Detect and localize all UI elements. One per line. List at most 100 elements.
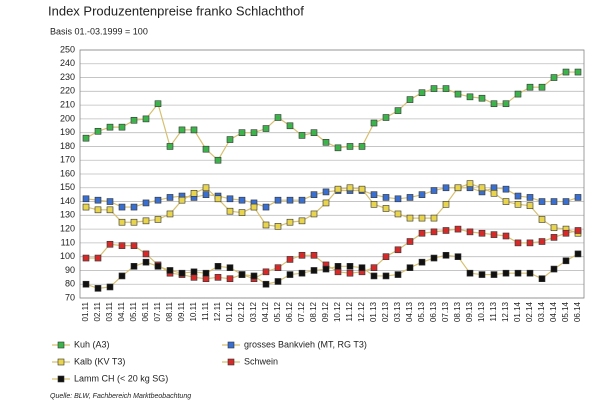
point bbox=[538, 198, 546, 205]
legend-label: Kuh (A3) bbox=[74, 339, 110, 349]
point bbox=[178, 269, 186, 277]
point bbox=[526, 194, 534, 201]
point bbox=[274, 278, 282, 285]
point bbox=[514, 269, 522, 277]
y-tick-label: 110 bbox=[61, 237, 75, 247]
point bbox=[142, 250, 150, 258]
point bbox=[262, 280, 270, 288]
y-tick-label: 220 bbox=[60, 86, 75, 96]
x-tick-label: 11.11 bbox=[201, 301, 210, 320]
point bbox=[382, 114, 390, 121]
point bbox=[358, 143, 366, 150]
x-tick-label: 08.12 bbox=[309, 301, 318, 322]
x-tick-label: 09.13 bbox=[465, 301, 474, 322]
point bbox=[346, 143, 354, 150]
point bbox=[94, 206, 102, 214]
point bbox=[286, 218, 294, 226]
point bbox=[214, 263, 222, 270]
point bbox=[190, 274, 198, 281]
x-tick-label: 01.11 bbox=[81, 301, 90, 321]
point bbox=[574, 250, 582, 258]
point bbox=[454, 253, 462, 260]
point bbox=[502, 198, 510, 205]
point bbox=[226, 207, 234, 215]
x-tick-label: 02.12 bbox=[237, 301, 246, 322]
point bbox=[154, 263, 162, 270]
y-tick-label: 150 bbox=[60, 182, 75, 192]
point bbox=[322, 188, 330, 196]
point bbox=[82, 280, 90, 288]
point bbox=[118, 272, 126, 280]
point bbox=[370, 119, 378, 127]
point bbox=[190, 189, 198, 197]
point bbox=[406, 264, 414, 271]
point bbox=[406, 238, 414, 245]
point bbox=[130, 218, 138, 226]
point bbox=[190, 126, 198, 134]
point bbox=[490, 184, 498, 192]
point bbox=[106, 206, 114, 214]
x-tick-label: 07.13 bbox=[441, 301, 450, 322]
x-tick-label: 04.13 bbox=[405, 301, 414, 322]
point bbox=[262, 268, 270, 276]
point bbox=[538, 83, 546, 91]
point bbox=[274, 264, 282, 271]
point bbox=[418, 191, 426, 198]
point bbox=[118, 123, 126, 131]
y-tick-label: 200 bbox=[60, 113, 75, 123]
x-tick-label: 02.13 bbox=[381, 301, 390, 322]
point bbox=[262, 221, 270, 229]
x-tick-label: 04.11 bbox=[117, 301, 126, 321]
point bbox=[82, 254, 90, 262]
point bbox=[394, 210, 402, 218]
legend-marker bbox=[227, 341, 235, 349]
point bbox=[418, 229, 426, 237]
point bbox=[538, 275, 546, 283]
point bbox=[310, 210, 318, 218]
point bbox=[322, 199, 330, 207]
point bbox=[166, 210, 174, 218]
y-tick-label: 140 bbox=[60, 196, 75, 206]
x-tick-label: 01.13 bbox=[369, 301, 378, 322]
point bbox=[250, 272, 258, 280]
point bbox=[382, 205, 390, 212]
point bbox=[346, 184, 354, 192]
y-tick-label: 160 bbox=[60, 168, 75, 178]
point bbox=[406, 194, 414, 201]
y-tick-label: 80 bbox=[65, 279, 75, 289]
x-tick-label: 11.12 bbox=[345, 301, 354, 321]
point bbox=[250, 129, 258, 136]
chart-title: Index Produzentenpreise franko Schlachth… bbox=[48, 3, 304, 18]
point bbox=[238, 209, 246, 216]
x-tick-label: 05.13 bbox=[417, 301, 426, 322]
point bbox=[298, 251, 306, 259]
point bbox=[442, 201, 450, 208]
point bbox=[358, 185, 366, 193]
point bbox=[310, 267, 318, 274]
point bbox=[430, 254, 438, 262]
point bbox=[154, 216, 162, 223]
y-tick-label: 240 bbox=[60, 58, 75, 68]
point bbox=[286, 271, 294, 278]
point bbox=[262, 203, 270, 211]
point bbox=[262, 125, 270, 132]
point bbox=[166, 267, 174, 274]
point bbox=[430, 85, 438, 92]
point bbox=[562, 198, 570, 205]
x-tick-label: 03.11 bbox=[105, 301, 114, 321]
point bbox=[466, 269, 474, 277]
point bbox=[226, 136, 234, 143]
point bbox=[94, 285, 102, 292]
legend-marker bbox=[57, 341, 65, 349]
point bbox=[574, 68, 582, 76]
point bbox=[334, 268, 342, 276]
y-tick-label: 130 bbox=[60, 210, 75, 220]
point bbox=[514, 201, 522, 208]
y-tick-label: 120 bbox=[60, 223, 75, 233]
point bbox=[178, 196, 186, 204]
point bbox=[310, 129, 318, 136]
point bbox=[94, 127, 102, 135]
point bbox=[562, 229, 570, 237]
point bbox=[154, 196, 162, 204]
point bbox=[478, 271, 486, 278]
